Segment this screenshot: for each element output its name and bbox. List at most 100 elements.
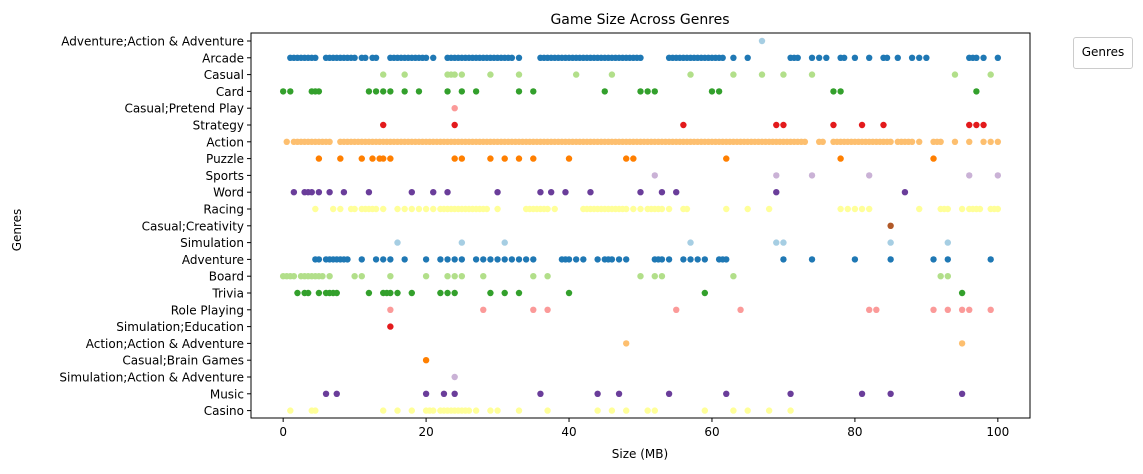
data-point (351, 54, 358, 61)
data-point (737, 306, 744, 313)
data-point (322, 390, 330, 397)
data-point (958, 340, 966, 347)
data-point (365, 289, 373, 297)
data-point (315, 256, 323, 263)
data-point (866, 172, 873, 179)
data-point (730, 407, 737, 414)
data-point (719, 54, 726, 61)
data-point (644, 88, 651, 95)
data-point (701, 289, 709, 297)
data-point (858, 205, 866, 213)
data-point (287, 88, 294, 95)
data-point (623, 155, 630, 162)
data-point (487, 155, 494, 162)
data-point (315, 289, 323, 297)
data-point (587, 189, 594, 196)
data-point (279, 88, 287, 95)
data-point (866, 306, 873, 313)
data-point (773, 189, 780, 196)
data-point (758, 71, 766, 78)
y-tick-label: Racing (203, 203, 244, 217)
data-point (480, 306, 487, 313)
data-point (437, 256, 444, 263)
data-point (358, 256, 365, 263)
data-point (515, 289, 523, 297)
data-point (294, 289, 301, 297)
data-point (430, 407, 437, 414)
data-point (458, 155, 466, 162)
legend: Genres (1073, 37, 1133, 69)
data-point (451, 121, 458, 129)
data-point (430, 54, 437, 61)
data-point (958, 306, 966, 313)
data-point (365, 189, 373, 196)
data-point (794, 54, 801, 61)
data-point (380, 88, 387, 95)
data-point (565, 289, 573, 297)
data-point (444, 289, 451, 297)
data-point (444, 273, 451, 280)
data-point (637, 54, 644, 61)
data-point (723, 256, 730, 263)
data-point (773, 172, 780, 179)
data-point (394, 239, 401, 246)
data-point (723, 390, 730, 397)
data-point (487, 71, 494, 78)
data-point (515, 88, 523, 95)
data-point (923, 54, 930, 61)
data-point (515, 407, 523, 414)
data-point (494, 189, 501, 196)
data-point (408, 189, 415, 196)
data-point (530, 273, 537, 280)
x-tick-label: 60 (704, 425, 719, 439)
data-point (494, 407, 501, 414)
data-point (966, 306, 973, 313)
data-point (451, 105, 458, 112)
data-point (458, 88, 466, 95)
data-point (658, 273, 666, 280)
data-point (966, 138, 973, 145)
data-point (844, 205, 851, 213)
data-point (304, 289, 312, 297)
data-point (787, 390, 794, 397)
y-tick-label: Action;Action & Adventure (86, 337, 244, 351)
data-point (994, 138, 1002, 145)
data-point (422, 390, 430, 397)
chart-title: Game Size Across Genres (550, 12, 729, 28)
data-point (615, 256, 623, 263)
data-point (312, 205, 319, 213)
data-point (651, 407, 658, 414)
data-point (451, 390, 458, 397)
data-point (615, 390, 623, 397)
data-point (966, 172, 973, 179)
y-tick-label: Casual;Brain Games (122, 354, 244, 368)
data-point (987, 71, 994, 78)
x-tick-label: 40 (561, 425, 576, 439)
data-point (458, 256, 466, 263)
data-point (837, 155, 844, 162)
data-point (730, 54, 737, 61)
data-point (337, 205, 344, 213)
data-point (565, 155, 573, 162)
data-point (530, 88, 537, 95)
data-point (480, 256, 487, 263)
data-point (387, 256, 394, 263)
y-tick-label: Adventure (182, 253, 244, 267)
data-point (312, 407, 319, 414)
x-tick-label: 100 (986, 425, 1009, 439)
data-point (601, 88, 608, 95)
data-point (608, 407, 616, 414)
data-point (701, 256, 709, 263)
data-point (451, 273, 458, 280)
data-point (687, 71, 694, 78)
data-point (537, 189, 544, 196)
y-tick-label: Casino (204, 404, 244, 418)
data-point (283, 138, 290, 145)
data-point (415, 205, 423, 213)
data-point (637, 273, 644, 280)
data-point (565, 256, 573, 263)
data-point (665, 256, 673, 263)
data-point (708, 88, 716, 95)
data-point (801, 138, 809, 145)
data-point (312, 54, 319, 61)
